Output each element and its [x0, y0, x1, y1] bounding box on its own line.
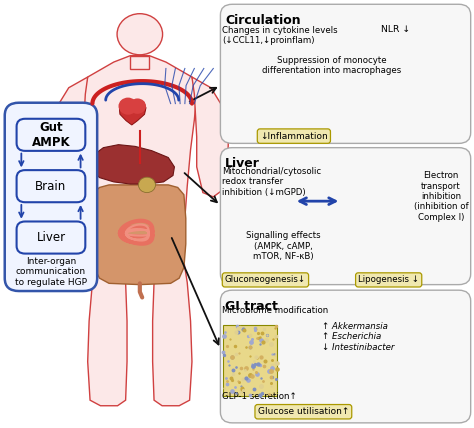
Text: GI tract: GI tract	[225, 300, 278, 312]
Text: Lipogenesis ↓: Lipogenesis ↓	[358, 275, 419, 285]
FancyBboxPatch shape	[17, 222, 85, 253]
Polygon shape	[192, 77, 228, 197]
Polygon shape	[130, 56, 149, 69]
Circle shape	[129, 98, 146, 114]
FancyBboxPatch shape	[5, 103, 97, 291]
Text: Signalling effects
(AMPK, cAMP,
mTOR, NF-κB): Signalling effects (AMPK, cAMP, mTOR, NF…	[246, 231, 321, 261]
Text: Suppression of monocyte
differentation into macrophages: Suppression of monocyte differentation i…	[262, 56, 401, 75]
Text: GLP-1 secretion↑: GLP-1 secretion↑	[222, 392, 297, 401]
FancyBboxPatch shape	[17, 170, 85, 202]
Text: Brain: Brain	[36, 180, 66, 193]
Text: Circulation: Circulation	[225, 14, 301, 27]
FancyBboxPatch shape	[220, 148, 471, 285]
Text: Liver: Liver	[225, 157, 260, 170]
Text: ↑ Akkermansia
↑ Escherichia
↓ Intestinibacter: ↑ Akkermansia ↑ Escherichia ↓ Intestinib…	[322, 322, 395, 352]
Polygon shape	[83, 56, 197, 260]
Text: Microbiome modification: Microbiome modification	[222, 306, 328, 315]
Text: Liver: Liver	[36, 231, 65, 244]
Text: Gluconeogenesis↓: Gluconeogenesis↓	[225, 275, 306, 285]
Polygon shape	[153, 253, 192, 406]
Text: NLR ↓: NLR ↓	[381, 25, 410, 34]
Polygon shape	[51, 77, 88, 197]
Text: Gut
AMPK: Gut AMPK	[32, 121, 70, 149]
Text: Mitochondrial/cytosolic
redox transfer
inhibition (↓mGPD): Mitochondrial/cytosolic redox transfer i…	[222, 167, 321, 197]
Circle shape	[138, 177, 155, 193]
Polygon shape	[90, 185, 186, 285]
FancyBboxPatch shape	[17, 119, 85, 151]
Polygon shape	[88, 253, 127, 406]
Text: Glucose utilisation↑: Glucose utilisation↑	[258, 407, 349, 416]
Text: ↓Inflammation: ↓Inflammation	[260, 131, 328, 141]
FancyBboxPatch shape	[220, 290, 471, 423]
Polygon shape	[119, 101, 146, 125]
FancyBboxPatch shape	[220, 4, 471, 143]
Text: Electron
transport
inhibition
(inhibition of
Complex I): Electron transport inhibition (inhibitio…	[413, 171, 468, 222]
Text: Changes in cytokine levels
(↓CCL11,↓proinflam): Changes in cytokine levels (↓CCL11,↓proi…	[222, 26, 337, 45]
Text: Inter-organ
communication
to regulate HGP: Inter-organ communication to regulate HG…	[15, 257, 87, 287]
Polygon shape	[92, 145, 174, 184]
Circle shape	[118, 98, 137, 115]
FancyBboxPatch shape	[223, 325, 277, 396]
Circle shape	[117, 14, 163, 55]
